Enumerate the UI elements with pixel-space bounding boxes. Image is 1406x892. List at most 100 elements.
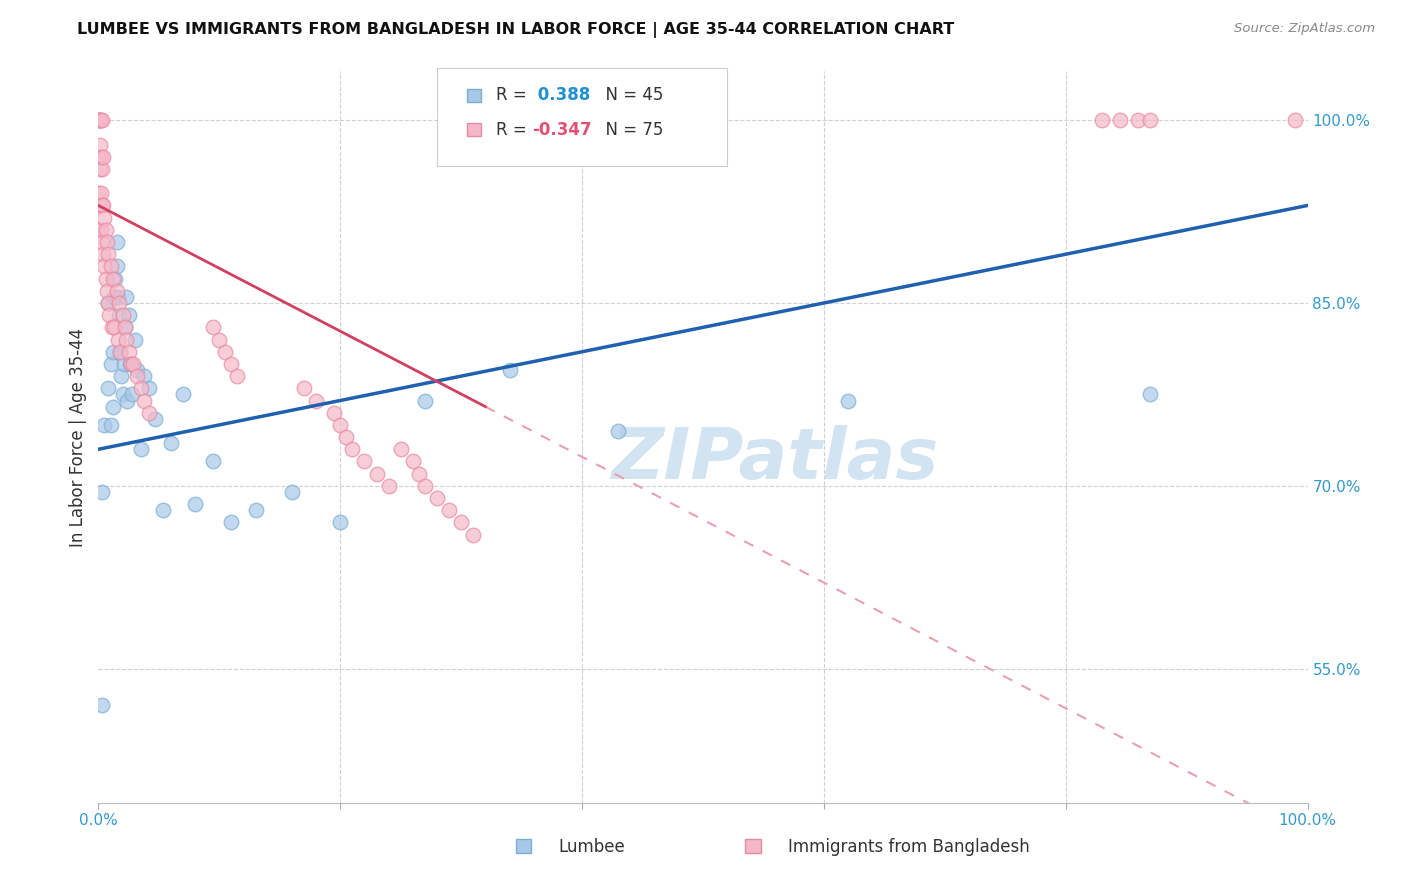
Point: [91, 698, 114, 713]
Point: [134, 369, 156, 384]
Point: [105, 260, 128, 274]
Point: [87, 150, 110, 164]
Text: N = 75: N = 75: [595, 121, 664, 139]
Point: [96, 284, 118, 298]
Point: [498, 363, 520, 377]
Point: [138, 381, 160, 395]
Point: [221, 516, 243, 530]
Point: [342, 442, 364, 457]
Point: [172, 387, 194, 401]
Point: [129, 381, 152, 395]
Point: [184, 497, 207, 511]
Point: [160, 436, 183, 450]
Point: [124, 333, 146, 347]
Point: [105, 284, 128, 298]
Point: [91, 113, 114, 128]
Point: [91, 198, 114, 212]
Point: [329, 417, 352, 432]
Point: [305, 393, 328, 408]
Point: [87, 113, 110, 128]
Point: [90, 113, 112, 128]
Point: [93, 260, 115, 274]
Point: [111, 308, 134, 322]
Point: [607, 424, 630, 438]
Point: [226, 369, 249, 384]
Point: [94, 223, 117, 237]
Point: [98, 308, 121, 322]
Point: [93, 417, 115, 432]
Point: [104, 271, 127, 285]
Point: [1128, 113, 1150, 128]
Point: [115, 290, 138, 304]
Point: [91, 161, 114, 176]
Point: [143, 412, 166, 426]
Point: [108, 344, 131, 359]
Point: [389, 442, 412, 457]
Point: [837, 393, 859, 408]
Point: [97, 381, 120, 395]
Point: [93, 211, 115, 225]
Bar: [467, 89, 481, 102]
Point: [426, 491, 449, 505]
Point: [97, 247, 120, 261]
Point: [463, 527, 485, 541]
Point: [323, 406, 346, 420]
Point: [100, 417, 122, 432]
Point: [245, 503, 267, 517]
Point: [89, 161, 111, 176]
Point: [91, 198, 114, 212]
Point: [202, 454, 225, 468]
Point: [122, 357, 145, 371]
Text: Lumbee: Lumbee: [558, 838, 624, 855]
Point: [96, 235, 118, 249]
Point: [129, 442, 152, 457]
Text: ZIPatlas: ZIPatlas: [612, 425, 939, 493]
Text: R =: R =: [495, 121, 531, 139]
Point: [1139, 113, 1161, 128]
Point: [450, 516, 472, 530]
Point: [121, 387, 143, 401]
Point: [413, 479, 436, 493]
Point: [100, 260, 122, 274]
Point: [118, 308, 141, 322]
Point: [91, 485, 114, 500]
Text: N = 45: N = 45: [595, 87, 664, 104]
Point: [107, 333, 129, 347]
Bar: [745, 839, 761, 853]
Point: [94, 271, 117, 285]
Point: [87, 186, 110, 201]
Point: [118, 344, 141, 359]
Point: [1139, 387, 1161, 401]
Point: [221, 357, 243, 371]
Point: [108, 308, 131, 322]
Bar: [467, 123, 481, 136]
Point: [105, 235, 128, 249]
Text: R =: R =: [495, 87, 531, 104]
Point: [138, 406, 160, 420]
Point: [214, 344, 236, 359]
Point: [100, 357, 122, 371]
Point: [437, 503, 460, 517]
Point: [110, 369, 132, 384]
FancyBboxPatch shape: [437, 68, 727, 167]
Point: [292, 381, 315, 395]
Point: [413, 393, 436, 408]
Point: [202, 320, 225, 334]
Point: [1109, 113, 1132, 128]
Point: [117, 393, 139, 408]
Point: [1091, 113, 1114, 128]
Point: [97, 296, 120, 310]
Point: [87, 223, 110, 237]
Point: [281, 485, 304, 500]
Point: [408, 467, 430, 481]
Point: [90, 223, 112, 237]
Point: [103, 290, 125, 304]
Point: [101, 400, 124, 414]
Point: [118, 357, 141, 371]
Point: [108, 296, 131, 310]
Point: [91, 247, 114, 261]
Point: [402, 454, 425, 468]
Y-axis label: In Labor Force | Age 35-44: In Labor Force | Age 35-44: [69, 327, 87, 547]
Point: [112, 357, 135, 371]
Point: [107, 290, 129, 304]
